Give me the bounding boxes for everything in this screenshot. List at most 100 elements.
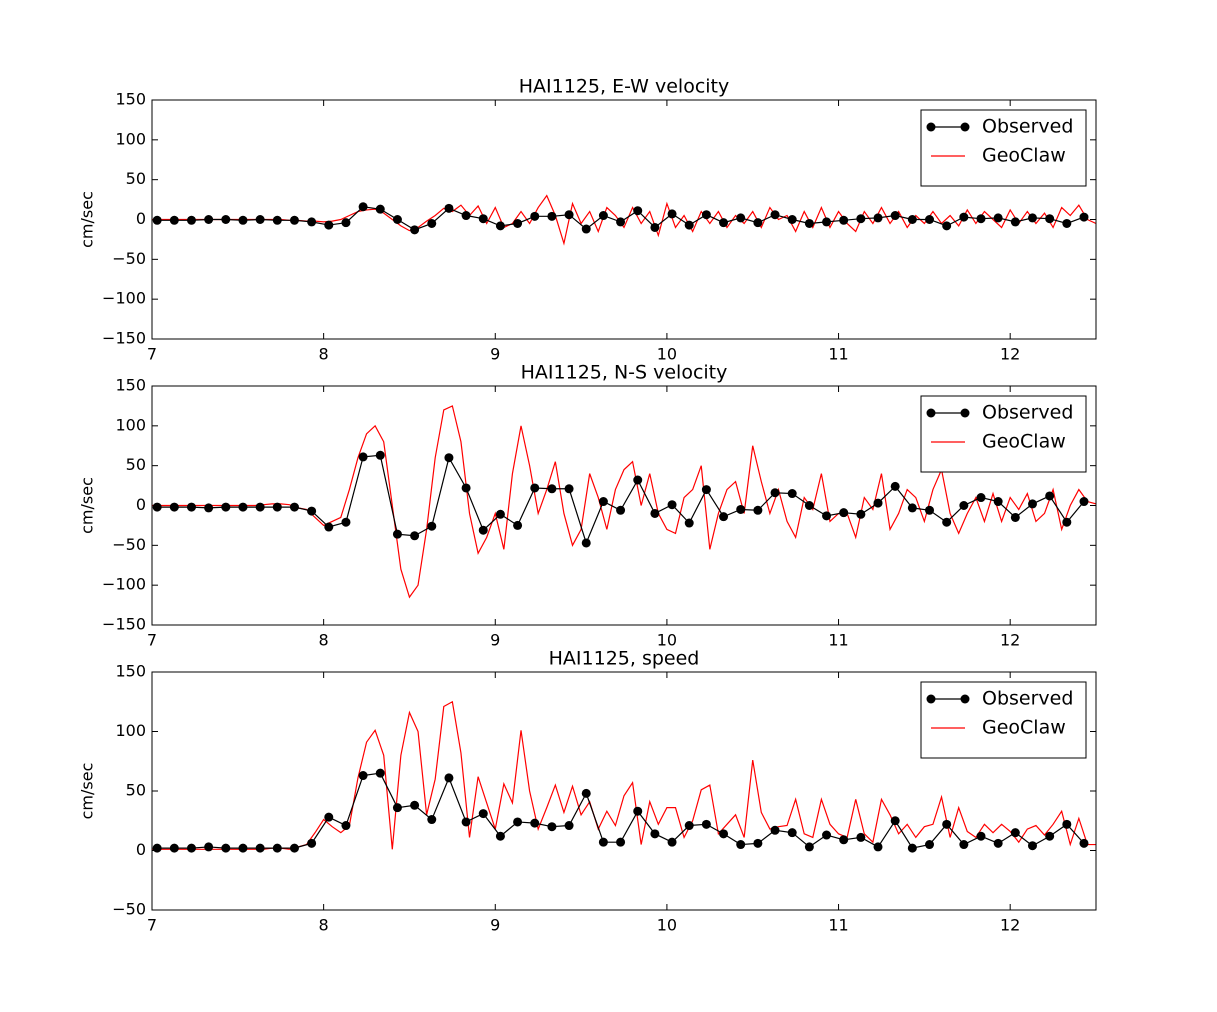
y-tick-label: −50 [112,535,146,554]
data-point [272,215,282,225]
data-point [719,218,729,228]
data-point [204,503,214,513]
legend-marker [926,122,936,132]
data-point [169,843,179,853]
legend-box [920,395,1087,473]
data-point [650,829,660,839]
data-point [478,809,488,819]
data-point [616,837,626,847]
legend-box [920,109,1087,187]
data-point [684,518,694,528]
data-point [564,821,574,831]
legend-text: GeoClaw [982,145,1066,167]
data-point [272,843,282,853]
data-point [770,488,780,498]
data-point [701,819,711,829]
data-point [358,202,368,212]
data-point [1045,491,1055,501]
data-point [976,831,986,841]
y-tick-label: −100 [102,289,146,308]
data-point [1045,214,1055,224]
data-point [1010,217,1020,227]
legend-text: Observed [982,116,1073,138]
data-point [410,800,420,810]
data-point [1045,831,1055,841]
legend-marker [960,408,970,418]
data-point [804,842,814,852]
data-point [1062,819,1072,829]
legend-marker [926,408,936,418]
data-point [444,203,454,213]
data-point [289,215,299,225]
data-point [221,215,231,224]
data-point [392,803,402,813]
data-point [925,215,935,224]
data-point [513,218,523,228]
data-point [907,503,917,513]
data-point [993,213,1003,223]
x-tick-label: 7 [147,631,157,650]
data-point [547,484,557,494]
data-point [444,773,454,783]
y-tick-label: 100 [115,129,146,148]
data-point [753,838,763,848]
data-point [289,843,299,853]
data-point [307,506,317,516]
data-point [873,213,883,223]
data-point [684,220,694,230]
data-point [1079,838,1089,848]
data-point [684,821,694,831]
data-point [324,522,334,532]
data-point [616,217,626,227]
data-point [530,483,540,493]
data-point [942,819,952,829]
data-point [650,508,660,518]
x-tick-label: 12 [1000,631,1020,650]
data-point [581,538,591,548]
data-point [667,209,677,219]
data-point [942,221,952,231]
data-point [186,215,196,225]
data-point [461,817,471,827]
data-point [907,215,917,224]
data-point [307,838,317,848]
legend-marker [926,694,936,704]
x-tick-label: 12 [1000,345,1020,364]
data-point [753,218,763,228]
data-point [633,206,643,216]
data-point [427,218,437,228]
y-tick-label: 50 [126,169,146,188]
x-tick-label: 10 [657,916,677,935]
x-tick-label: 11 [828,345,848,364]
data-point [341,218,351,228]
y-tick-label: 50 [126,455,146,474]
legend-text: GeoClaw [982,431,1066,453]
data-point [392,529,402,539]
y-axis-label: cm/sec [78,763,97,820]
data-point [839,215,849,225]
data-point [427,521,437,531]
data-point [736,840,746,850]
data-point [478,525,488,535]
legend-text: Observed [982,402,1073,424]
chart-title: HAI1125, speed [549,648,700,670]
y-tick-label: 150 [115,90,146,109]
data-point [221,502,231,512]
axes-frame [151,99,1097,340]
data-point [650,222,660,232]
data-point [1079,212,1089,222]
chart-title: HAI1125, N-S velocity [521,362,728,384]
data-point [822,217,832,227]
axes-frame [151,385,1097,626]
data-point [873,498,883,508]
y-axis-label: cm/sec [78,477,97,534]
data-point [907,843,917,853]
data-point [1010,828,1020,838]
data-point [736,213,746,223]
data-point [375,450,385,460]
data-point [959,840,969,850]
data-point [461,483,471,493]
data-point [204,215,214,224]
